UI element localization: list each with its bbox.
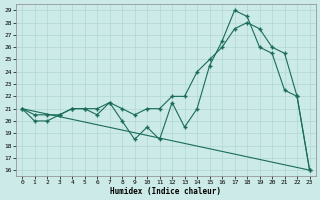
X-axis label: Humidex (Indice chaleur): Humidex (Indice chaleur) (110, 187, 221, 196)
